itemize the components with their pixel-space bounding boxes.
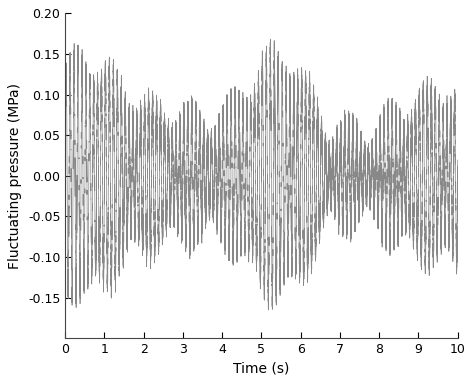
- Y-axis label: Fluctuating pressure (MPa): Fluctuating pressure (MPa): [9, 83, 22, 269]
- X-axis label: Time (s): Time (s): [233, 362, 290, 376]
